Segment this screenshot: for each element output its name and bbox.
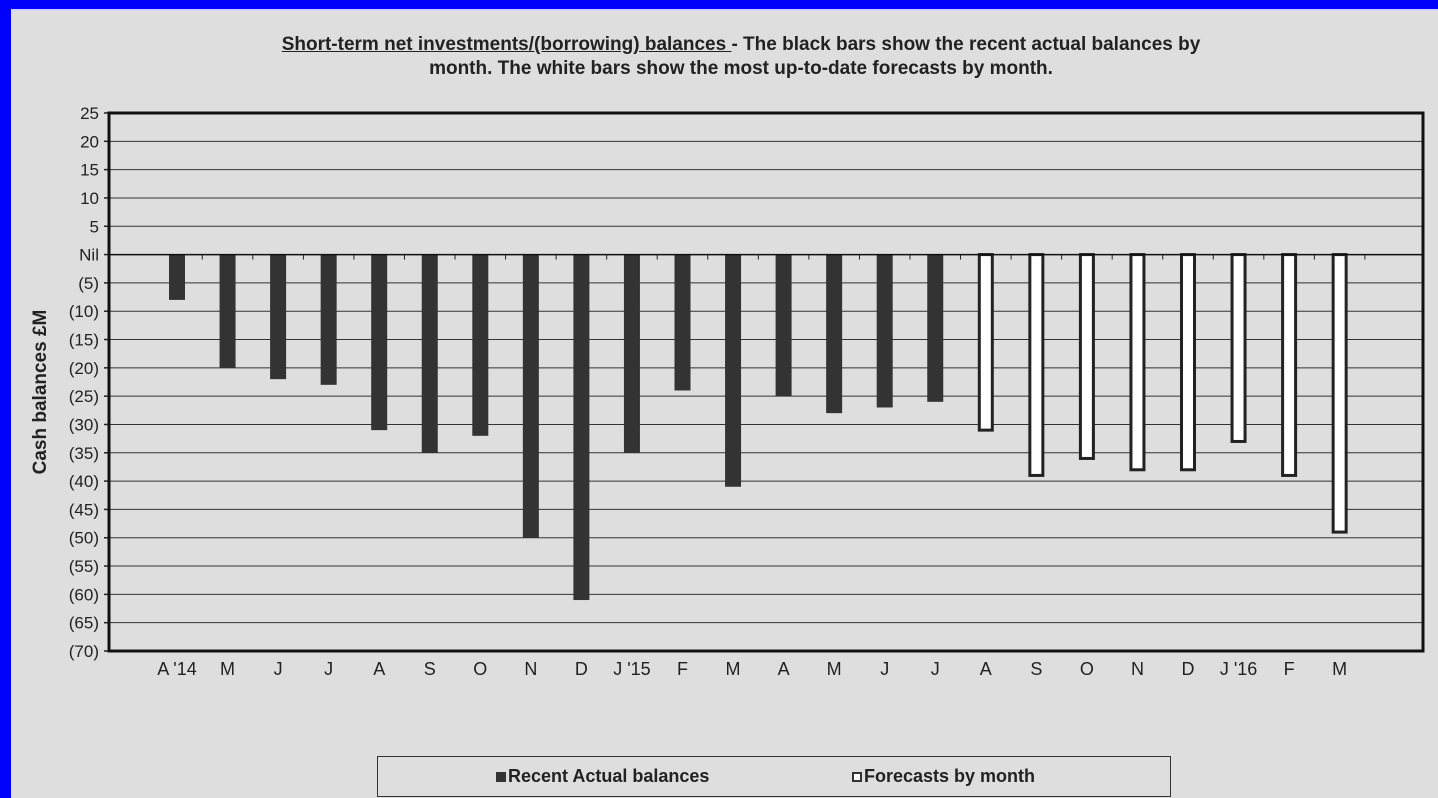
x-tick-label: D: [575, 659, 588, 679]
x-tick-label: J: [324, 659, 333, 679]
legend-item-forecast: Forecasts by month: [852, 766, 1035, 787]
bar-actual: [725, 254, 742, 487]
x-tick-label: J '15: [613, 659, 650, 679]
y-tick-label: (15): [69, 331, 99, 350]
x-tick-label: M: [220, 659, 235, 679]
y-tick-label: 15: [80, 161, 99, 180]
x-tick-label: J: [880, 659, 889, 679]
plot-border: [107, 111, 1425, 653]
bar-actual: [826, 254, 843, 414]
bar-actual: [169, 254, 185, 300]
y-tick-label: (20): [69, 359, 99, 378]
x-tick-label: M: [1332, 659, 1347, 679]
bar-chart: 25 20 15 10 5 Nil (5) (10) (15) (20) (25) (30) (35) (…: [30, 104, 1425, 679]
bar-actual: [270, 254, 287, 380]
bar-forecast: [1078, 253, 1095, 460]
bar-actual: [219, 254, 236, 368]
y-tick-label: (40): [69, 472, 99, 491]
bar-actual: [623, 254, 640, 453]
bar-actual: [674, 254, 691, 391]
x-tick-label: M: [827, 659, 842, 679]
bar-forecast: [1331, 253, 1348, 534]
x-tick-label: F: [677, 659, 688, 679]
x-tick-label: A: [778, 659, 790, 679]
chart-title: Short-term net investments/(borrowing) b…: [11, 33, 1438, 81]
legend-label-forecast: Forecasts by month: [864, 766, 1036, 786]
x-tick-label: J '16: [1220, 659, 1257, 679]
y-tick-label: 20: [80, 132, 99, 151]
bar-forecast: [1028, 253, 1045, 477]
y-tick-label: (5): [78, 274, 99, 293]
x-tick-label: S: [1030, 659, 1042, 679]
x-tick-label: F: [1284, 659, 1295, 679]
bar-actual: [472, 254, 489, 436]
legend-swatch-actual: [496, 771, 506, 782]
chart-title-line1: - The black bars show the recent actual …: [731, 34, 1201, 55]
x-tick-label: N: [524, 659, 537, 679]
y-tick-label: 10: [80, 189, 99, 208]
y-tick-label: (45): [69, 500, 99, 519]
x-tick-label: S: [424, 659, 436, 679]
y-tick-label: (10): [69, 302, 99, 321]
y-tick-label: (55): [69, 557, 99, 576]
chart-title-line2: month. The white bars show the most up-t…: [429, 58, 1053, 79]
y-tick-label: (70): [69, 642, 99, 661]
y-tick-label: (30): [69, 415, 99, 434]
bar-actual: [573, 254, 590, 601]
x-tick-label: A '14: [157, 659, 196, 679]
bar-actual: [927, 254, 944, 402]
bar-actual: [522, 254, 539, 538]
y-tick-label: (65): [69, 614, 99, 633]
y-tick-label: (50): [69, 529, 99, 548]
y-tick-label: Nil: [79, 246, 99, 265]
x-tick-label: A: [980, 659, 992, 679]
bar-actual: [421, 254, 438, 453]
x-tick-label: A: [373, 659, 385, 679]
bar-actual: [876, 254, 893, 408]
bar-forecast: [1281, 253, 1298, 477]
legend: Recent Actual balances Forecasts by mont…: [377, 756, 1171, 797]
bar-actual: [320, 254, 337, 385]
chart-title-underlined: Short-term net investments/(borrowing) b…: [281, 34, 732, 55]
y-tick-label: 5: [90, 217, 99, 236]
bar-forecast: [977, 253, 994, 432]
bar-forecast: [1230, 253, 1247, 443]
y-tick-label: (35): [69, 444, 99, 463]
bar-forecast: [1129, 253, 1146, 472]
x-tick-label: N: [1131, 659, 1144, 679]
x-tick-label: O: [1080, 659, 1094, 679]
legend-label-actual: Recent Actual balances: [508, 766, 710, 786]
x-tick-label: D: [1182, 659, 1195, 679]
y-tick-label: 25: [80, 104, 99, 123]
legend-item-actual: Recent Actual balances: [496, 766, 709, 787]
x-tick-label: J: [931, 659, 940, 679]
bar-actual: [775, 254, 792, 397]
x-tick-label: J: [274, 659, 283, 679]
legend-swatch-forecast: [852, 771, 862, 782]
x-tick-label: M: [726, 659, 741, 679]
bar-forecast: [1180, 253, 1196, 472]
y-tick-label: (60): [69, 585, 99, 604]
chart-frame: Short-term net investments/(borrowing) b…: [11, 9, 1438, 798]
y-tick-label: (25): [69, 387, 99, 406]
bar-actual: [371, 254, 388, 431]
x-tick-label: O: [473, 659, 487, 679]
y-axis-label: Cash balances £M: [30, 310, 51, 475]
